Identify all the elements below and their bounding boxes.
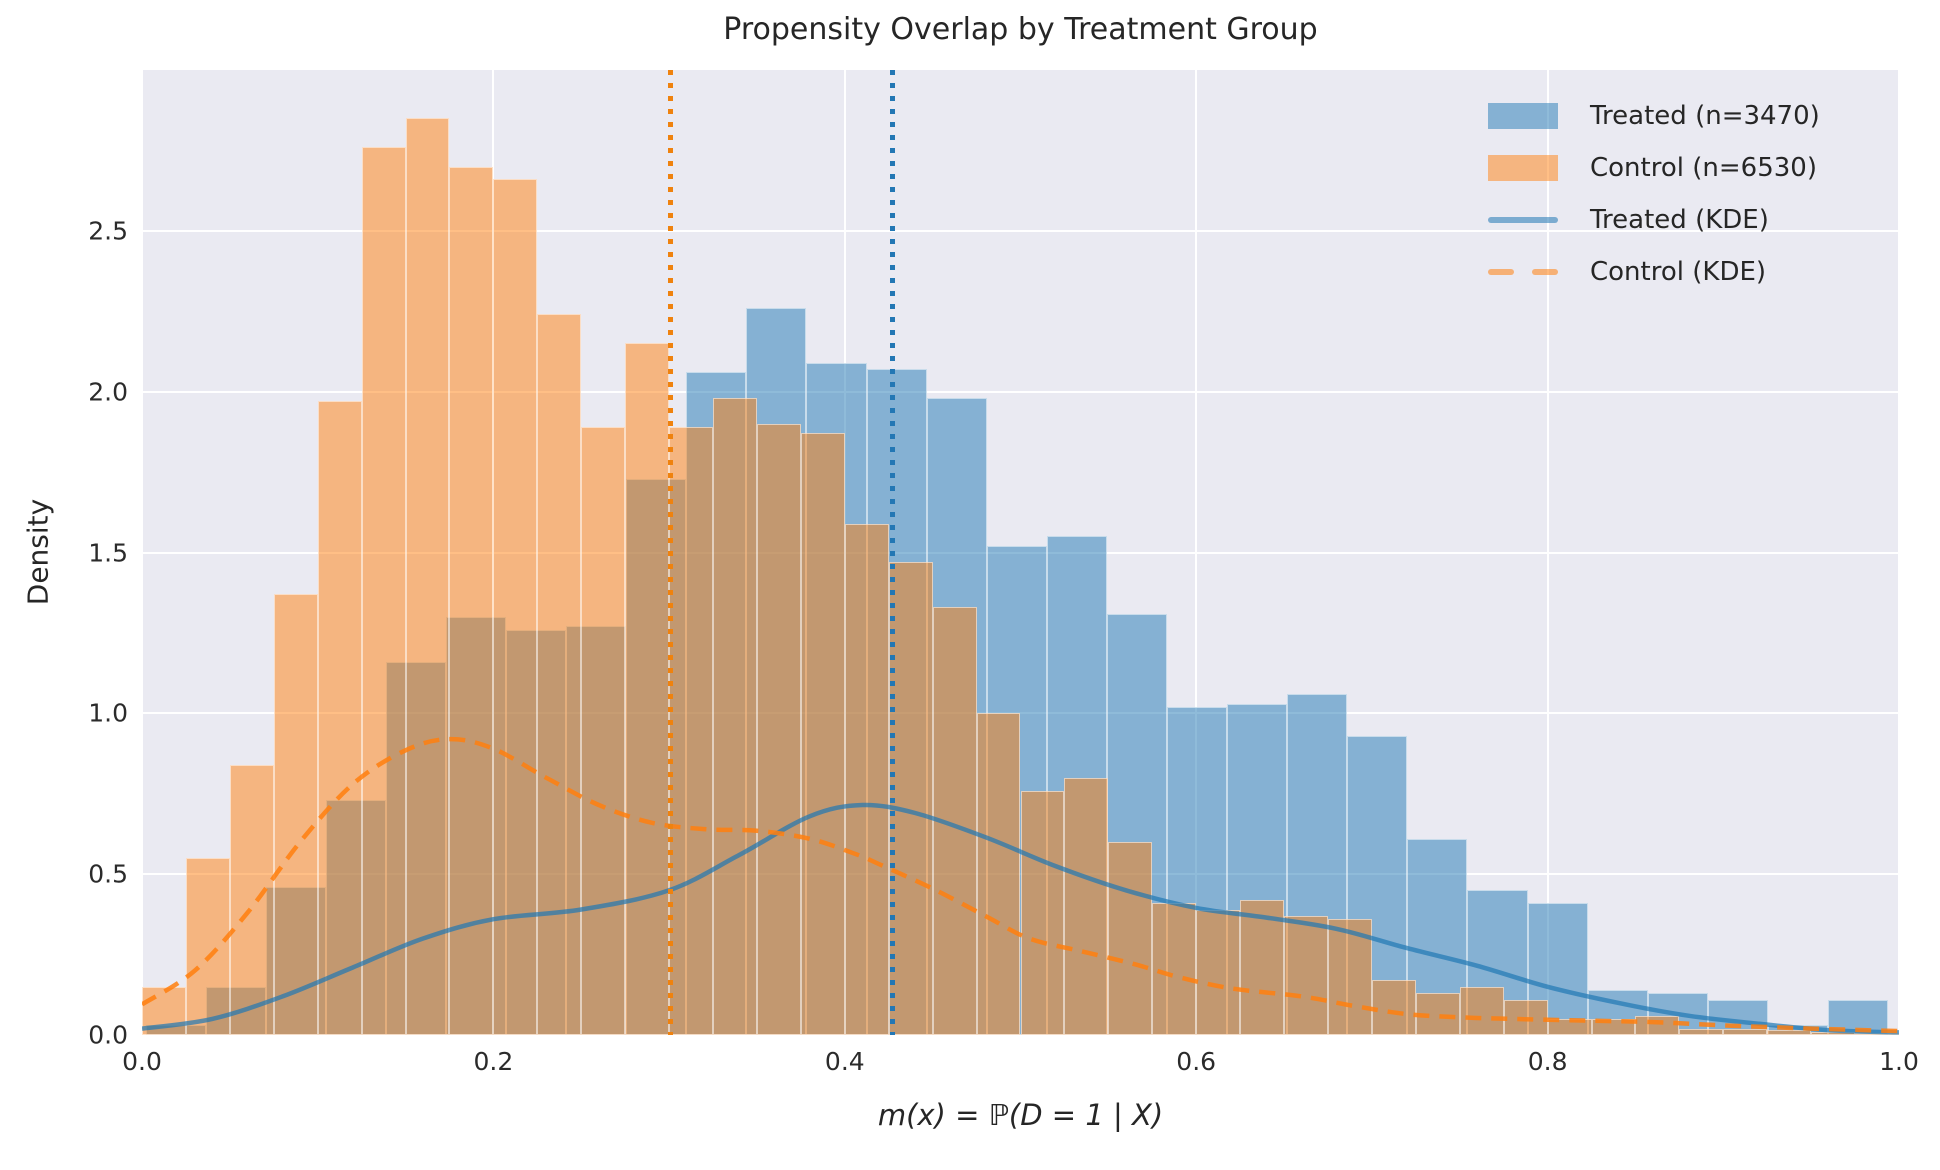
control-bar <box>976 713 1021 1035</box>
legend-row: Control (KDE) <box>1488 246 1820 298</box>
control-bar <box>1723 1028 1768 1035</box>
control-bar <box>317 401 362 1035</box>
control-kde-path <box>142 736 1899 1034</box>
chart-title: Propensity Overlap by Treatment Group <box>723 12 1318 47</box>
y-tick-label: 1.0 <box>88 698 128 728</box>
treated-kde-path <box>142 802 1899 1035</box>
control-mean-vline <box>668 70 674 1035</box>
control-bar <box>229 764 274 1035</box>
y-tick-label: 0.5 <box>88 859 128 889</box>
y-axis-label: Density <box>21 498 55 606</box>
x-tick-label: 0.8 <box>1527 1047 1568 1076</box>
y-tick-label: 2.0 <box>88 377 128 407</box>
x-tick-label: 0.6 <box>1176 1047 1217 1076</box>
treated-bar <box>1767 1025 1828 1035</box>
legend-row: Control (n=6530) <box>1488 142 1820 194</box>
control-bar <box>493 179 538 1035</box>
control-bar <box>1108 842 1153 1035</box>
control-bar <box>756 423 801 1035</box>
legend-row: Treated (n=3470) <box>1488 90 1820 142</box>
control-bar <box>888 562 933 1035</box>
control-bar <box>1459 986 1504 1035</box>
control-bar <box>361 147 406 1035</box>
control-bar <box>581 427 626 1035</box>
control-patch-swatch <box>1488 155 1558 181</box>
control-bar <box>625 343 670 1035</box>
control-bar <box>1679 1028 1724 1035</box>
x-axis-label: m(x) = ℙ(D = 1 | X) <box>877 1098 1164 1132</box>
control-bar <box>1855 1033 1899 1035</box>
x-gridline <box>1195 70 1198 1035</box>
x-gridline <box>1546 70 1549 1035</box>
control-bar <box>1196 909 1241 1035</box>
legend: Treated (n=3470) Control (n=6530) Treated … <box>1488 90 1820 298</box>
control-histogram-layer <box>142 70 1899 1035</box>
control-bar <box>1547 1018 1592 1035</box>
legend-label: Control (KDE) <box>1590 257 1767 287</box>
control-bar <box>449 166 494 1035</box>
x-gridline <box>1898 70 1900 1035</box>
control-bar <box>844 523 889 1035</box>
control-bar <box>713 398 757 1035</box>
control-bar <box>273 594 318 1035</box>
mean-vlines-layer <box>142 70 1899 1035</box>
control-bar <box>1767 1030 1812 1035</box>
x-gridline <box>141 70 143 1035</box>
control-kde-dash-swatch <box>1488 269 1558 275</box>
control-bar <box>1811 1031 1856 1035</box>
x-tick-label: 0.4 <box>824 1047 865 1076</box>
legend-label: Control (n=6530) <box>1590 153 1817 183</box>
control-bar <box>405 118 450 1035</box>
treated-kde-line-swatch <box>1488 217 1558 223</box>
y-gridline <box>142 390 1899 393</box>
x-tick-label: 0.0 <box>122 1047 162 1076</box>
plot-area: Treated (n=3470) Control (n=6530) Treated … <box>141 70 1900 1036</box>
x-tick-label: 0.2 <box>473 1047 514 1076</box>
control-bar <box>1371 980 1416 1035</box>
control-bar <box>1152 903 1197 1035</box>
legend-row: Treated (KDE) <box>1488 194 1820 246</box>
control-bar <box>1064 777 1109 1035</box>
legend-label: Treated (KDE) <box>1590 205 1769 235</box>
x-tick-label: 1.0 <box>1879 1047 1919 1076</box>
y-tick-label: 2.5 <box>88 216 128 246</box>
control-bar <box>185 858 230 1035</box>
y-tick-label: 0.0 <box>88 1020 128 1050</box>
legend-label: Treated (n=3470) <box>1590 101 1820 131</box>
y-tick-label: 1.5 <box>88 538 128 567</box>
y-gridline <box>142 229 1899 232</box>
kde-curves <box>142 736 1899 1035</box>
y-gridline <box>142 1034 1899 1036</box>
treated-patch-swatch <box>1488 103 1558 129</box>
control-bar <box>800 433 845 1035</box>
control-bar <box>1284 915 1328 1035</box>
treated-mean-vline <box>889 70 895 1035</box>
control-bar <box>669 427 714 1035</box>
control-bar <box>1240 899 1285 1035</box>
control-bar <box>1635 1015 1680 1035</box>
control-bar <box>1020 790 1065 1035</box>
control-bar <box>1327 919 1372 1035</box>
